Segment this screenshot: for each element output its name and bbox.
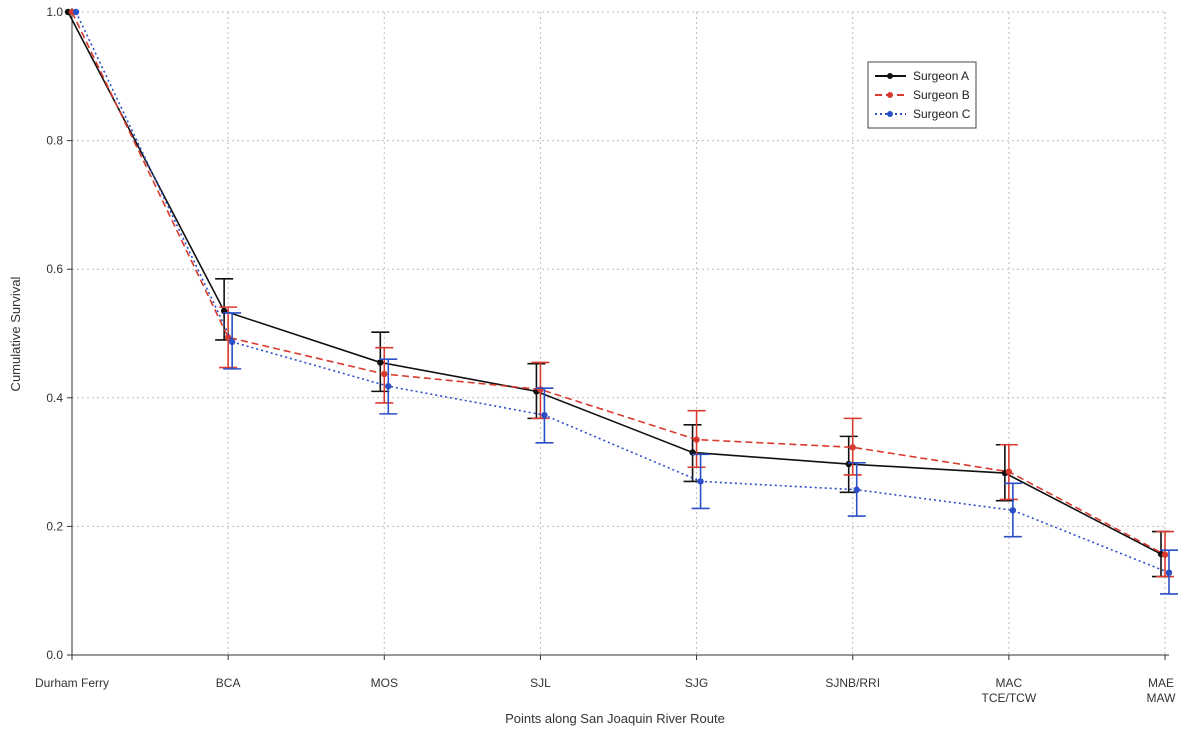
- series-surgeon-b: [68, 8, 1174, 578]
- legend-marker-surgeon-a: [887, 73, 893, 79]
- data-point: [224, 334, 232, 341]
- y-tick-label: 0.2: [46, 519, 63, 533]
- series-line: [67, 11, 1162, 555]
- data-point: [1165, 569, 1173, 576]
- data-point: [1009, 507, 1017, 514]
- data-point: [228, 338, 236, 346]
- data-point: [377, 359, 384, 366]
- series-line: [75, 11, 1170, 574]
- legend-marker-surgeon-c: [887, 111, 893, 117]
- legend-box: [867, 61, 977, 129]
- x-tick-label: MOS: [371, 676, 398, 690]
- data-point: [381, 370, 388, 378]
- legend-label-surgeon-c: Surgeon C: [913, 107, 971, 121]
- legend-marker-surgeon-b: [887, 92, 893, 98]
- x-tick-label: BCA: [216, 676, 241, 690]
- data-point: [72, 8, 80, 16]
- data-point: [693, 436, 700, 443]
- y-tick-label: 0.0: [46, 648, 63, 662]
- series-surgeon-a: [64, 8, 1170, 578]
- series-layer: [64, 8, 1178, 595]
- y-tick-label: 0.6: [46, 262, 63, 276]
- grid-layer: [72, 11, 1166, 655]
- y-tick-label: 0.8: [46, 134, 63, 148]
- series-surgeon-c: [72, 8, 1178, 595]
- data-point: [385, 383, 392, 390]
- legend-label-surgeon-b: Surgeon B: [913, 88, 970, 102]
- axes-layer: 0.0 0.2 0.4 0.6 0.8 1.0 Durham Ferry BCA MOS SJL S…: [35, 5, 1176, 705]
- legend-item-surgeon-c: Surgeon C: [875, 107, 971, 121]
- y-axis-title: Cumulative Survival: [8, 276, 23, 391]
- x-tick-label: SJNB/RRI: [825, 676, 880, 690]
- series-line: [71, 11, 1166, 556]
- data-point: [849, 444, 856, 451]
- data-point: [845, 460, 852, 468]
- x-tick-label: MAC: [996, 676, 1023, 690]
- x-tick-label: SJL: [530, 676, 551, 690]
- x-tick-label: MAE: [1148, 676, 1174, 690]
- data-point: [541, 411, 548, 419]
- legend-item-surgeon-a: Surgeon A: [875, 69, 969, 83]
- data-point: [537, 386, 544, 393]
- x-tick-label: SJG: [685, 676, 708, 690]
- x-tick-label: MAW: [1147, 691, 1177, 705]
- x-tick-label: Durham Ferry: [35, 676, 109, 690]
- data-point: [853, 486, 860, 493]
- legend-item-surgeon-b: Surgeon B: [875, 88, 970, 102]
- legend: Surgeon A Surgeon B Surgeon C: [867, 61, 977, 129]
- x-tick-label: TCE/TCW: [982, 691, 1037, 705]
- data-point: [1005, 468, 1013, 475]
- data-point: [1161, 551, 1169, 558]
- legend-label-surgeon-a: Surgeon A: [913, 69, 969, 83]
- y-tick-label: 0.4: [46, 391, 63, 405]
- y-tick-label: 1.0: [46, 5, 63, 19]
- x-axis-title: Points along San Joaquin River Route: [505, 711, 725, 726]
- data-point: [697, 478, 704, 485]
